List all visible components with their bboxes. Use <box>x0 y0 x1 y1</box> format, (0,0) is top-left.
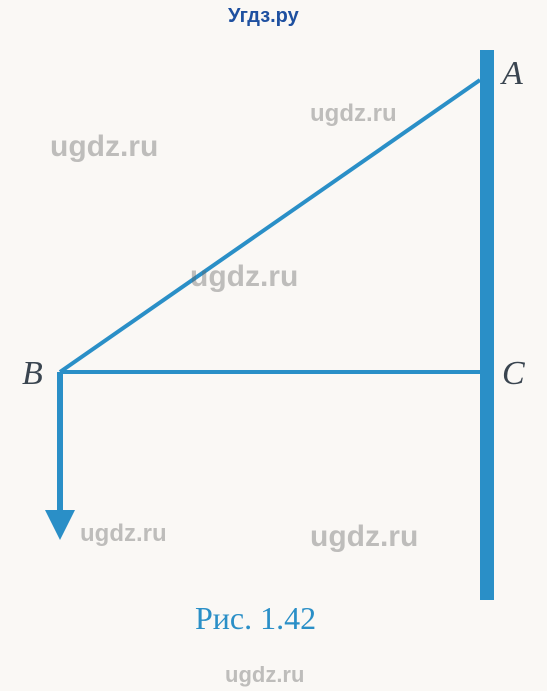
arrow-shaft <box>57 372 63 510</box>
header-text: Угдз.ру <box>228 5 299 28</box>
watermark: ugdz.ru <box>310 100 397 128</box>
watermark: ugdz.ru <box>310 520 418 554</box>
watermark: ugdz.ru <box>190 260 298 294</box>
point-label-b: B <box>22 355 43 393</box>
point-label-a: A <box>502 55 523 93</box>
line-ab <box>60 80 480 372</box>
arrow-head <box>45 510 75 540</box>
diagram-container: Угдз.ру A B C Рис. 1.42 ugdz.ru ugdz.ru ug… <box>0 0 547 691</box>
watermark: ugdz.ru <box>50 130 158 164</box>
wall-rect <box>480 50 494 600</box>
point-label-c: C <box>502 355 525 393</box>
watermark: ugdz.ru <box>225 662 304 688</box>
figure-caption: Рис. 1.42 <box>195 600 316 637</box>
diagram-svg <box>0 0 547 691</box>
watermark: ugdz.ru <box>80 520 167 548</box>
